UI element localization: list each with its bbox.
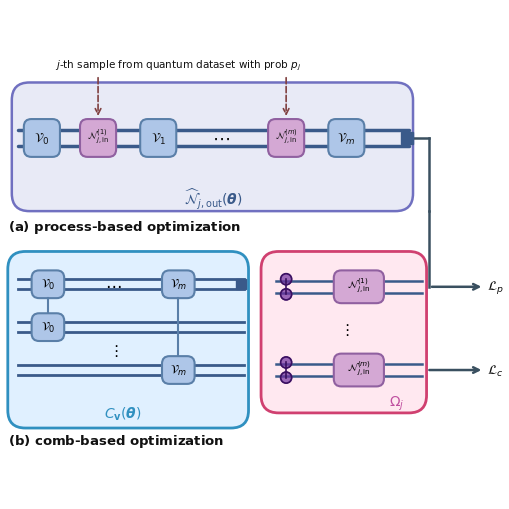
FancyBboxPatch shape	[32, 314, 64, 342]
Text: $\mathbf{(a)}$ process-based optimization: $\mathbf{(a)}$ process-based optimizatio…	[8, 218, 240, 235]
Text: $\mathcal{V}_m$: $\mathcal{V}_m$	[169, 363, 186, 377]
Text: $\cdots$: $\cdots$	[104, 276, 121, 294]
Text: $\mathcal{V}_1$: $\mathcal{V}_1$	[151, 131, 165, 146]
FancyBboxPatch shape	[328, 120, 363, 158]
Text: $\mathcal{N}_{j,\mathrm{in}}^{(1)}$: $\mathcal{N}_{j,\mathrm{in}}^{(1)}$	[346, 275, 370, 294]
Text: $\vdots$: $\vdots$	[108, 342, 118, 358]
Text: $\mathcal{N}_{j,\mathrm{in}}^{(1)}$: $\mathcal{N}_{j,\mathrm{in}}^{(1)}$	[87, 127, 109, 146]
FancyBboxPatch shape	[80, 120, 116, 158]
Circle shape	[280, 372, 291, 383]
Text: $\mathcal{V}_0$: $\mathcal{V}_0$	[34, 131, 49, 146]
FancyBboxPatch shape	[12, 83, 412, 212]
Text: $\cdots$: $\cdots$	[212, 130, 230, 148]
FancyBboxPatch shape	[8, 252, 248, 428]
Text: $C_{\mathbf{v}}(\boldsymbol{\theta})$: $C_{\mathbf{v}}(\boldsymbol{\theta})$	[104, 405, 142, 422]
Text: $\mathcal{L}_p$: $\mathcal{L}_p$	[486, 279, 502, 296]
FancyBboxPatch shape	[333, 271, 383, 303]
Text: $\mathcal{N}_{j,\mathrm{in}}^{(m)}$: $\mathcal{N}_{j,\mathrm{in}}^{(m)}$	[346, 358, 370, 377]
Text: $\mathcal{V}_m$: $\mathcal{V}_m$	[169, 278, 186, 292]
Text: $\widehat{\mathcal{N}}_{j,\mathrm{out}}(\boldsymbol{\theta})$: $\widehat{\mathcal{N}}_{j,\mathrm{out}}(…	[184, 187, 242, 212]
FancyBboxPatch shape	[162, 271, 194, 299]
Text: $\mathbf{(b)}$ comb-based optimization: $\mathbf{(b)}$ comb-based optimization	[8, 432, 223, 449]
Text: $j$-th sample from quantum dataset with prob $p_j$: $j$-th sample from quantum dataset with …	[55, 59, 301, 73]
Text: $\mathcal{V}_0$: $\mathcal{V}_0$	[41, 321, 55, 334]
Circle shape	[280, 274, 291, 285]
Text: $\Omega_j$: $\Omega_j$	[388, 394, 404, 412]
FancyBboxPatch shape	[162, 356, 194, 384]
FancyBboxPatch shape	[24, 120, 60, 158]
FancyBboxPatch shape	[140, 120, 176, 158]
Text: $\mathcal{V}_m$: $\mathcal{V}_m$	[336, 131, 355, 146]
FancyBboxPatch shape	[333, 354, 383, 387]
FancyBboxPatch shape	[32, 271, 64, 299]
Circle shape	[280, 357, 291, 369]
Text: $\vdots$: $\vdots$	[338, 321, 348, 337]
Text: $\mathcal{V}_0$: $\mathcal{V}_0$	[41, 278, 55, 292]
Text: $\mathcal{L}_c$: $\mathcal{L}_c$	[486, 363, 502, 378]
FancyBboxPatch shape	[268, 120, 303, 158]
Text: $\mathcal{N}_{j,\mathrm{in}}^{(m)}$: $\mathcal{N}_{j,\mathrm{in}}^{(m)}$	[274, 127, 297, 146]
FancyBboxPatch shape	[261, 252, 426, 413]
Circle shape	[280, 289, 291, 300]
